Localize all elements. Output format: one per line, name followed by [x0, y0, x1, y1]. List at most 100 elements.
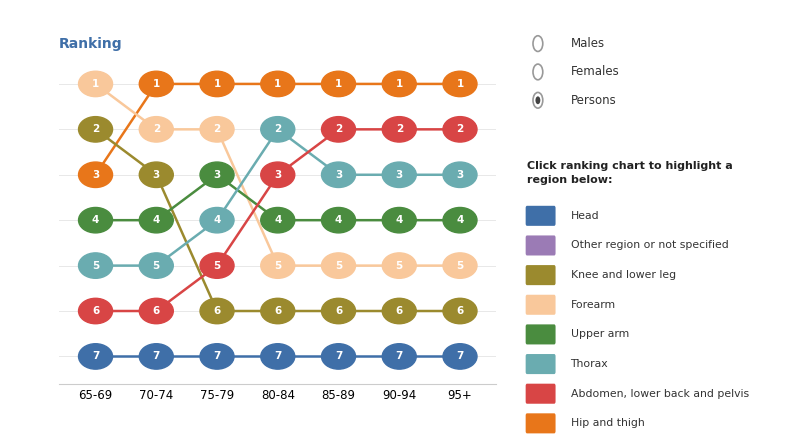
Text: 3: 3: [92, 170, 99, 180]
FancyBboxPatch shape: [526, 354, 556, 374]
Circle shape: [382, 253, 416, 278]
Text: 3: 3: [274, 170, 281, 180]
Circle shape: [200, 253, 234, 278]
Circle shape: [322, 162, 355, 187]
Text: Other region or not specified: Other region or not specified: [571, 241, 728, 250]
Text: 3: 3: [456, 170, 463, 180]
Text: Click ranking chart to highlight a
region below:: Click ranking chart to highlight a regio…: [527, 161, 733, 185]
Text: Forearm: Forearm: [571, 300, 615, 310]
Circle shape: [261, 298, 295, 324]
Circle shape: [443, 298, 477, 324]
Text: 2: 2: [335, 124, 342, 134]
Circle shape: [322, 71, 355, 97]
Circle shape: [382, 344, 416, 369]
Text: 5: 5: [274, 261, 281, 271]
Text: 4: 4: [214, 215, 221, 225]
Circle shape: [322, 116, 355, 142]
Circle shape: [139, 253, 173, 278]
Text: Knee and lower leg: Knee and lower leg: [571, 270, 675, 280]
Circle shape: [261, 344, 295, 369]
Text: 1: 1: [92, 79, 99, 89]
Text: 1: 1: [153, 79, 160, 89]
Text: 3: 3: [214, 170, 221, 180]
Text: 7: 7: [274, 351, 281, 361]
Circle shape: [79, 116, 113, 142]
Text: 2: 2: [396, 124, 403, 134]
Circle shape: [443, 71, 477, 97]
Circle shape: [443, 208, 477, 233]
Text: 5: 5: [396, 261, 403, 271]
Text: Head: Head: [571, 211, 599, 221]
Circle shape: [261, 116, 295, 142]
Circle shape: [382, 162, 416, 187]
Text: 2: 2: [214, 124, 221, 134]
Circle shape: [200, 208, 234, 233]
Circle shape: [139, 116, 173, 142]
Circle shape: [322, 208, 355, 233]
FancyBboxPatch shape: [526, 413, 556, 433]
Text: 2: 2: [274, 124, 281, 134]
Circle shape: [139, 162, 173, 187]
Text: Males: Males: [571, 37, 604, 50]
Text: 2: 2: [456, 124, 463, 134]
Text: Persons: Persons: [571, 94, 616, 107]
Text: 7: 7: [335, 351, 342, 361]
Text: 5: 5: [214, 261, 221, 271]
Text: 4: 4: [456, 215, 463, 225]
Circle shape: [200, 71, 234, 97]
Circle shape: [322, 298, 355, 324]
Text: 5: 5: [456, 261, 463, 271]
Circle shape: [79, 298, 113, 324]
Text: 7: 7: [92, 351, 99, 361]
Circle shape: [139, 208, 173, 233]
Circle shape: [382, 116, 416, 142]
Text: Ranking: Ranking: [59, 37, 123, 51]
Text: 6: 6: [335, 306, 342, 316]
Text: 3: 3: [335, 170, 342, 180]
Text: 6: 6: [214, 306, 221, 316]
Circle shape: [139, 298, 173, 324]
Text: 4: 4: [153, 215, 160, 225]
Text: 1: 1: [456, 79, 463, 89]
Text: Hip and thigh: Hip and thigh: [571, 419, 645, 428]
Circle shape: [261, 162, 295, 187]
Text: 3: 3: [396, 170, 403, 180]
Text: 6: 6: [456, 306, 463, 316]
Text: 4: 4: [92, 215, 99, 225]
Circle shape: [261, 71, 295, 97]
Circle shape: [200, 116, 234, 142]
Circle shape: [382, 71, 416, 97]
FancyBboxPatch shape: [526, 384, 556, 404]
Text: 4: 4: [274, 215, 281, 225]
Text: 3: 3: [153, 170, 160, 180]
FancyBboxPatch shape: [526, 206, 556, 226]
Circle shape: [443, 344, 477, 369]
Circle shape: [261, 208, 295, 233]
Text: Thorax: Thorax: [571, 359, 608, 369]
Text: 6: 6: [396, 306, 403, 316]
Text: 1: 1: [274, 79, 281, 89]
Circle shape: [535, 96, 541, 104]
Circle shape: [261, 253, 295, 278]
Text: 4: 4: [335, 215, 342, 225]
Circle shape: [79, 162, 113, 187]
Text: Abdomen, lower back and pelvis: Abdomen, lower back and pelvis: [571, 389, 749, 399]
Circle shape: [200, 298, 234, 324]
Circle shape: [200, 344, 234, 369]
Circle shape: [382, 298, 416, 324]
Text: Females: Females: [571, 65, 619, 78]
Circle shape: [79, 208, 113, 233]
Text: 1: 1: [214, 79, 221, 89]
Text: 6: 6: [153, 306, 160, 316]
Circle shape: [79, 71, 113, 97]
Circle shape: [79, 344, 113, 369]
Circle shape: [79, 253, 113, 278]
Text: 2: 2: [92, 124, 99, 134]
Text: 4: 4: [396, 215, 403, 225]
FancyBboxPatch shape: [526, 295, 556, 315]
Text: 6: 6: [274, 306, 281, 316]
FancyBboxPatch shape: [526, 324, 556, 344]
Circle shape: [139, 344, 173, 369]
Text: 1: 1: [335, 79, 342, 89]
Text: 5: 5: [92, 261, 99, 271]
